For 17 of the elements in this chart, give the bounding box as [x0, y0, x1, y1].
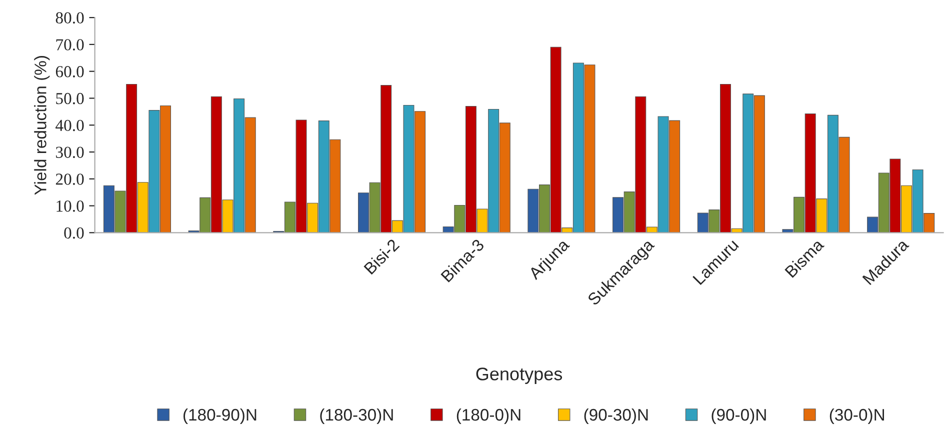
x-axis-title: Genotypes — [476, 368, 562, 384]
legend-label: (90-0)N — [712, 408, 766, 424]
y-tick-label: 20.0 — [56, 174, 84, 185]
y-tick-label: 10.0 — [56, 200, 84, 212]
legend-label: (90-30)N — [584, 408, 648, 424]
y-tick-label: 30.0 — [56, 146, 84, 158]
legend-label: (180-0)N — [456, 408, 520, 424]
y-tick-label: 40.0 — [56, 120, 84, 132]
y-axis-title: Yield reduction (%) — [34, 56, 50, 195]
y-tick-label: 70.0 — [56, 39, 84, 50]
y-tick-label: 80.0 — [56, 12, 84, 24]
y-tick-label: 0.0 — [64, 227, 84, 239]
legend-label: (30-0)N — [830, 408, 884, 424]
y-tick-label: 50.0 — [56, 92, 84, 104]
legend-label: (180-30)N — [320, 408, 393, 424]
y-tick-label: 60.0 — [56, 66, 84, 78]
legend-label: (180-90)N — [183, 408, 256, 424]
